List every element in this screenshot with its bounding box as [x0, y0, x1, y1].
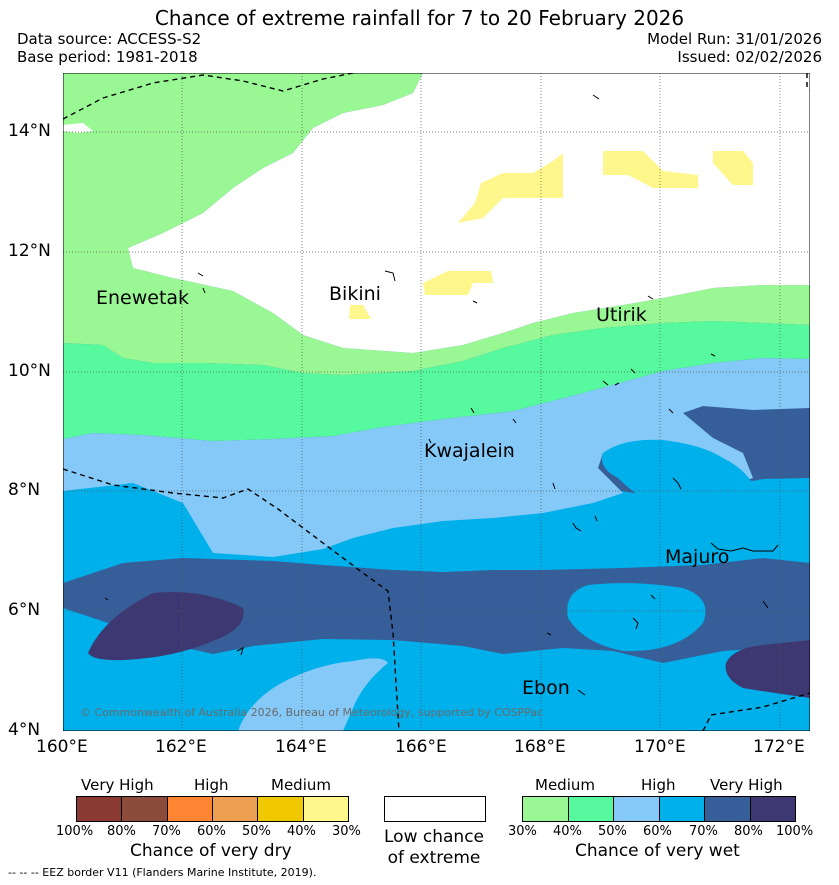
wet-tick-70: 70% — [689, 824, 718, 839]
lon-label-172e: 172°E — [753, 737, 805, 757]
dry-head-very-high: Very High — [81, 776, 154, 794]
wet-swatch-2 — [568, 797, 614, 821]
wet-colorbar — [522, 796, 796, 822]
lat-label-10n: 10°N — [8, 361, 51, 381]
dry-swatch-6 — [303, 797, 348, 821]
place-utirik: Utirik — [596, 304, 647, 326]
wet-tick-100: 100% — [776, 824, 814, 839]
place-ebon: Ebon — [522, 677, 570, 699]
dry-tick-80: 80% — [107, 824, 136, 839]
dry-colorbar — [76, 796, 349, 822]
wet-swatch-3 — [614, 797, 660, 821]
lat-label-6n: 6°N — [8, 600, 41, 620]
place-kwajalein: Kwajalein — [424, 440, 515, 462]
dry-head-high: High — [194, 776, 229, 794]
low-chance-line1: Low chance — [384, 827, 484, 847]
dry-head-medium: Medium — [271, 776, 331, 794]
lon-label-162e: 162°E — [155, 737, 207, 757]
wet-head-very-high: Very High — [710, 776, 783, 794]
wet-tick-30: 30% — [508, 824, 537, 839]
lon-label-160e: 160°E — [36, 737, 88, 757]
wet-head-high: High — [641, 776, 676, 794]
low-chance-swatch — [384, 796, 486, 822]
lon-label-168e: 168°E — [514, 737, 566, 757]
lat-label-8n: 8°N — [8, 480, 41, 500]
dry-swatch-2 — [122, 797, 168, 821]
wet-swatch-1 — [523, 797, 569, 821]
low-swatch — [385, 797, 485, 821]
issued-date: Issued: 02/02/2026 — [677, 48, 822, 66]
data-source: Data source: ACCESS-S2 — [17, 30, 202, 48]
dry-tick-70: 70% — [152, 824, 181, 839]
dry-tick-50: 50% — [242, 824, 271, 839]
dry-swatch-4 — [212, 797, 259, 821]
dry-tick-60: 60% — [197, 824, 226, 839]
zone-medium-wet — [63, 321, 810, 441]
lon-label-166e: 166°E — [395, 737, 447, 757]
place-enewetak: Enewetak — [96, 287, 190, 309]
dry-swatch-1 — [77, 797, 123, 821]
lat-label-4n: 4°N — [8, 720, 41, 740]
wet-head-medium: Medium — [535, 776, 595, 794]
wet-swatch-5 — [705, 797, 751, 821]
dry-caption: Chance of very dry — [130, 841, 292, 861]
low-chance-line2: of extreme — [387, 848, 481, 868]
zone-very-high-wet-pocket — [88, 592, 244, 661]
rainfall-map — [63, 73, 810, 731]
islands — [104, 94, 779, 696]
dry-swatch-3 — [167, 797, 213, 821]
zone-medium-high-wet — [63, 358, 810, 557]
base-period: Base period: 1981-2018 — [17, 48, 198, 66]
dry-swatch-5 — [258, 797, 304, 821]
eez-footnote: -- -- -- EEZ border V11 (Flanders Marine… — [8, 866, 317, 879]
wet-tick-60: 60% — [643, 824, 672, 839]
dry-tick-40: 40% — [287, 824, 316, 839]
dry-tick-100: 100% — [56, 824, 94, 839]
dry-tick-30: 30% — [332, 824, 361, 839]
eez-border — [63, 73, 810, 731]
wet-swatch-4 — [659, 797, 705, 821]
wet-tick-80: 80% — [734, 824, 763, 839]
lon-label-170e: 170°E — [634, 737, 686, 757]
lat-label-14n: 14°N — [8, 121, 51, 141]
wet-tick-40: 40% — [553, 824, 582, 839]
wet-swatch-6 — [750, 797, 795, 821]
zone-medium-dry — [349, 151, 753, 319]
wet-tick-50: 50% — [598, 824, 627, 839]
model-run: Model Run: 31/01/2026 — [647, 30, 822, 48]
place-majuro: Majuro — [665, 546, 730, 568]
lat-label-12n: 12°N — [8, 241, 51, 261]
lon-label-164e: 164°E — [275, 737, 327, 757]
zone-light-wet — [63, 73, 810, 375]
wet-caption: Chance of very wet — [575, 841, 740, 861]
map-title: Chance of extreme rainfall for 7 to 20 F… — [154, 6, 685, 30]
copyright-notice: © Commonwealth of Australia 2026, Bureau… — [80, 706, 544, 719]
place-bikini: Bikini — [329, 283, 381, 305]
